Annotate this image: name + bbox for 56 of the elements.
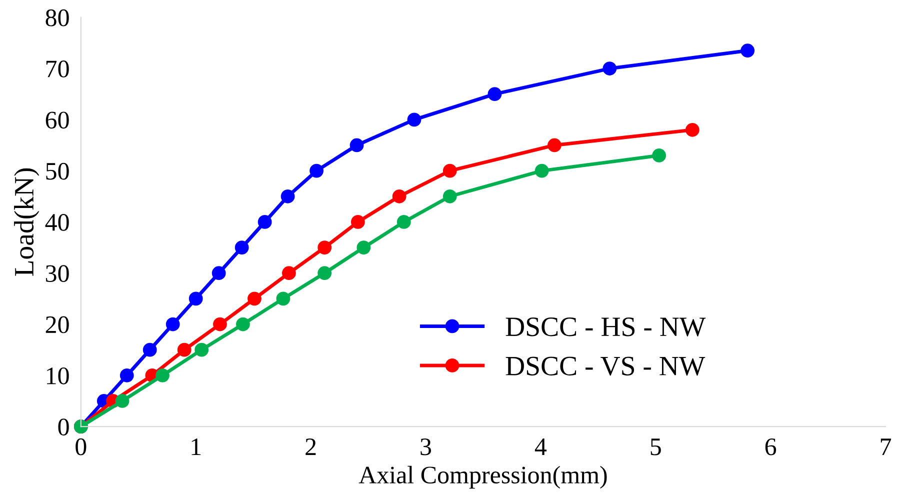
legend-label: DSCC - VS - NW [506,356,706,376]
point [392,189,406,204]
point [212,266,226,280]
x-tick-label: 2 [306,438,316,456]
x-axis-title: Axial Compression(mm) [358,466,607,489]
y-tick-label: 80 [46,9,69,26]
y-tick-label: 20 [46,316,69,334]
point [282,266,296,280]
x-tick-label: 0 [76,438,86,456]
point [236,317,250,332]
x-tick-label: 4 [534,438,547,456]
point [156,368,170,382]
point [248,292,262,306]
point [534,164,549,178]
y-tick-label: 30 [46,265,69,282]
point [318,266,332,280]
y-tick-label: 10 [47,367,69,384]
point [685,122,700,137]
x-tick-label: 5 [650,438,661,456]
y-axis-title: Load(kN) [14,168,40,276]
point [213,317,227,332]
point [188,292,203,306]
point [258,215,272,229]
point [602,62,617,76]
point [652,148,666,162]
point [350,215,365,229]
point [142,342,157,357]
point [310,164,324,178]
point [396,215,411,229]
point [442,189,457,204]
y-tick-label: 0 [58,418,69,436]
x-tick-label: 1 [192,438,201,456]
y-tick-label: 70 [46,60,69,78]
point [280,189,295,204]
point [166,317,180,332]
point [194,342,209,357]
x-tick-label: 3 [420,438,432,456]
point [115,394,130,408]
x-tick-label: 6 [765,438,776,456]
point [548,138,562,152]
y-tick-label: 40 [45,214,69,231]
legend-label: DSCC - HS - NW [506,318,706,336]
point [740,44,755,58]
point [442,164,457,178]
point [276,292,290,306]
point [177,342,192,357]
point [234,240,249,254]
y-tick-label: 60 [46,112,69,129]
point [120,368,134,382]
point [488,87,502,102]
point [318,240,332,254]
y-tick-label: 50 [46,162,69,180]
point [407,112,422,127]
point [356,240,371,254]
x-tick-label: 7 [880,438,892,456]
point [350,138,364,152]
